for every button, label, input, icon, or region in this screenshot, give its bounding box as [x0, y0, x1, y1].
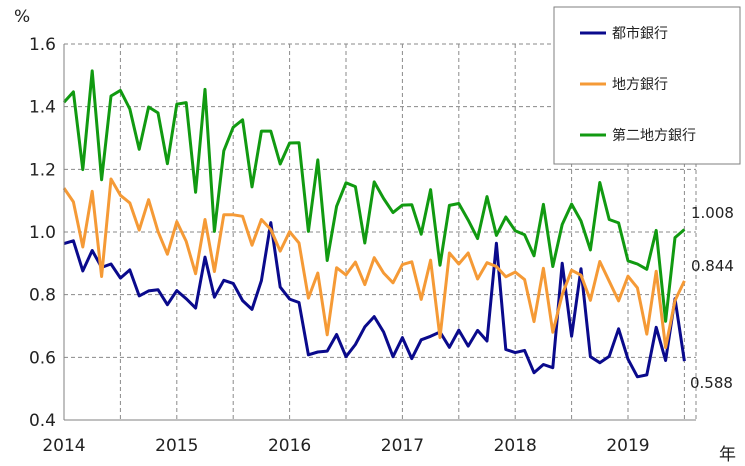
legend-label: 第二地方銀行 — [612, 127, 696, 144]
series-line-1 — [62, 177, 686, 350]
x-tick-label: 2018 — [494, 436, 537, 456]
y-tick-label: 0.4 — [29, 411, 56, 431]
x-unit-label: 年 — [719, 445, 736, 465]
series-line-0 — [63, 221, 686, 379]
y-tick-label: 0.6 — [29, 348, 56, 368]
end-value-label: 0.844 — [691, 257, 734, 275]
y-unit-label: % — [14, 7, 30, 27]
x-tick-label: 2015 — [155, 436, 198, 456]
tick-labels: 0.4 0.6 0.8 1.0 1.2 1.4 1.6 2014 2015 2016 2017 201… — [29, 35, 650, 456]
series-lines — [62, 69, 686, 379]
y-tick-label: 1.2 — [29, 160, 56, 180]
end-value-label: 0.588 — [690, 374, 733, 392]
x-tick-label: 2014 — [42, 436, 85, 456]
y-tick-label: 0.8 — [29, 286, 56, 306]
end-labels: 0.588 0.844 1.008 — [690, 204, 734, 392]
y-tick-label: 1.6 — [29, 35, 56, 55]
y-tick-label: 1.4 — [29, 98, 56, 118]
legend-label: 都市銀行 — [612, 25, 668, 42]
y-tick-label: 1.0 — [29, 223, 56, 243]
x-tick-label: 2016 — [268, 436, 311, 456]
end-value-label: 1.008 — [691, 204, 734, 222]
axes — [63, 44, 696, 421]
series-line-2 — [62, 69, 686, 323]
legend-label: 地方銀行 — [612, 77, 668, 93]
x-tick-label: 2017 — [381, 436, 424, 456]
x-tick-label: 2019 — [606, 436, 649, 456]
